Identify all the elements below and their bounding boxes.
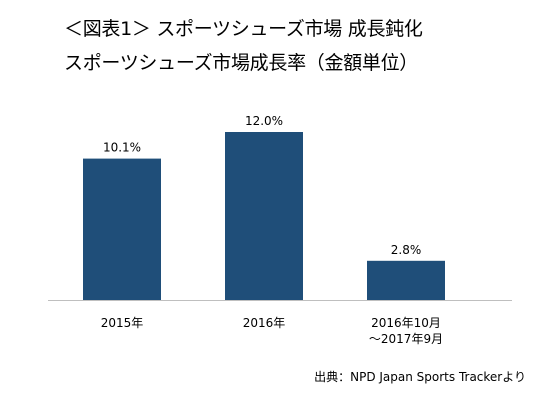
bar-2	[225, 132, 303, 300]
chart-subtitle: スポーツシューズ市場成長率（金額単位）	[64, 52, 418, 74]
data-label-3: 2.8%	[391, 243, 422, 257]
category-label-3: 2016年10月～2017年9月	[369, 316, 443, 346]
data-label-1: 10.1%	[103, 141, 141, 155]
category-label-1: 2015年	[101, 316, 144, 330]
chart-title: ＜図表1＞ スポーツシューズ市場 成長鈍化	[64, 18, 423, 40]
bar-3	[367, 260, 445, 300]
data-label-2: 12.0%	[245, 114, 283, 128]
bar-1	[83, 158, 161, 300]
category-label-2: 2016年	[243, 316, 286, 330]
source-note: 出典：NPD Japan Sports Trackerより	[314, 370, 526, 384]
